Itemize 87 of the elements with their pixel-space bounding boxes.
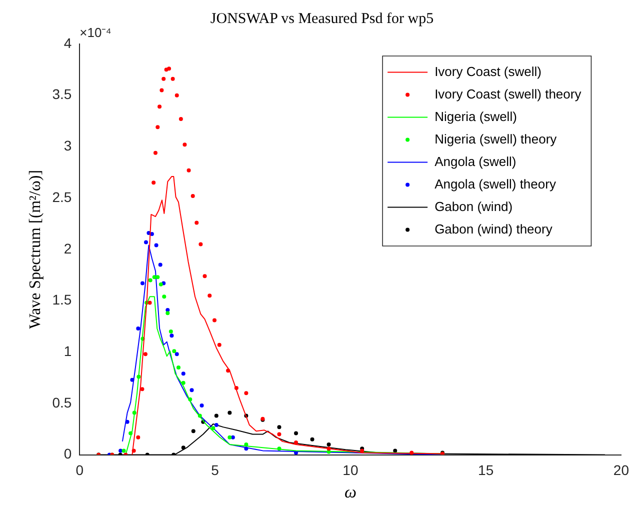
point <box>200 404 204 408</box>
point <box>228 410 232 415</box>
point <box>208 294 212 298</box>
point <box>190 194 195 198</box>
legend-label: Gabon (wind) <box>434 198 513 214</box>
point <box>143 352 148 356</box>
point <box>140 387 144 392</box>
point <box>176 366 180 370</box>
point <box>154 243 158 248</box>
point <box>148 278 152 282</box>
x-tick-label: 15 <box>478 462 494 478</box>
y-tick-label: 3.5 <box>52 86 72 102</box>
point <box>172 349 176 354</box>
point <box>214 414 218 418</box>
y-tick-label: 4 <box>64 34 72 51</box>
legend-label: Ivory Coast (swell) <box>434 64 542 79</box>
legend-label: Angola (swell) <box>434 154 516 169</box>
y-tick-label: 0.5 <box>52 394 72 410</box>
point <box>166 311 170 316</box>
point <box>144 240 148 244</box>
legend-label: Nigeria (swell) <box>434 108 517 124</box>
x-tick-label: 0 <box>76 462 84 478</box>
text: ×10⁻⁴ <box>80 25 112 40</box>
point <box>181 372 186 376</box>
point <box>162 76 166 81</box>
point <box>156 125 160 130</box>
point <box>198 242 203 246</box>
y-tick-label: 2 <box>64 240 72 256</box>
point <box>186 168 191 172</box>
legend-label: Nigeria (swell) theory <box>434 131 558 146</box>
point <box>310 437 314 442</box>
y-tick-label: 1.5 <box>52 292 72 308</box>
point <box>158 104 162 109</box>
point <box>178 116 183 121</box>
point <box>136 326 140 330</box>
point <box>174 93 179 98</box>
legend-label: Angola (swell) theory <box>434 176 556 192</box>
point <box>202 274 207 278</box>
point <box>152 275 156 280</box>
point <box>156 275 160 280</box>
point <box>170 334 174 338</box>
point <box>167 66 172 71</box>
point <box>228 435 232 440</box>
x-tick-label: 20 <box>613 462 630 478</box>
point <box>148 300 152 305</box>
x-tick-label: 5 <box>211 462 220 478</box>
y-tick-label: 0 <box>64 446 72 462</box>
point <box>152 180 156 185</box>
point <box>136 435 140 440</box>
point <box>153 150 158 155</box>
point <box>194 220 199 225</box>
chart-title: JONSWAP vs Measured Psd for wp5 <box>210 10 434 27</box>
point <box>217 342 222 347</box>
point <box>294 440 298 444</box>
x-tick-label: 10 <box>342 462 358 478</box>
point <box>190 388 194 392</box>
point <box>140 281 144 286</box>
point <box>181 380 186 385</box>
point <box>326 442 331 447</box>
point <box>214 423 218 428</box>
point <box>160 88 164 92</box>
point <box>182 142 187 147</box>
point <box>277 432 282 436</box>
legend-label: Ivory Coast (swell) theory <box>434 86 582 102</box>
point <box>168 330 173 334</box>
point <box>277 425 282 430</box>
point <box>244 391 248 396</box>
point <box>181 446 186 450</box>
x-axis-title: ω <box>344 482 356 502</box>
point <box>174 352 179 356</box>
point <box>118 448 123 453</box>
point <box>170 76 175 81</box>
point <box>162 294 166 299</box>
y-tick-label: 2.5 <box>52 188 72 205</box>
point <box>158 282 163 286</box>
point <box>191 429 196 434</box>
point <box>122 448 126 453</box>
point <box>212 318 217 322</box>
legend-label: Gabon (wind) theory <box>434 221 553 236</box>
point <box>294 431 298 436</box>
y-axis-title: Wave Spectrum [(m²/ω)] <box>26 170 44 329</box>
point <box>393 448 398 453</box>
point <box>230 435 235 440</box>
y-tick-label: 3 <box>64 138 72 154</box>
y-tick-label: 1 <box>64 342 72 359</box>
point <box>211 426 216 430</box>
point <box>158 262 162 267</box>
